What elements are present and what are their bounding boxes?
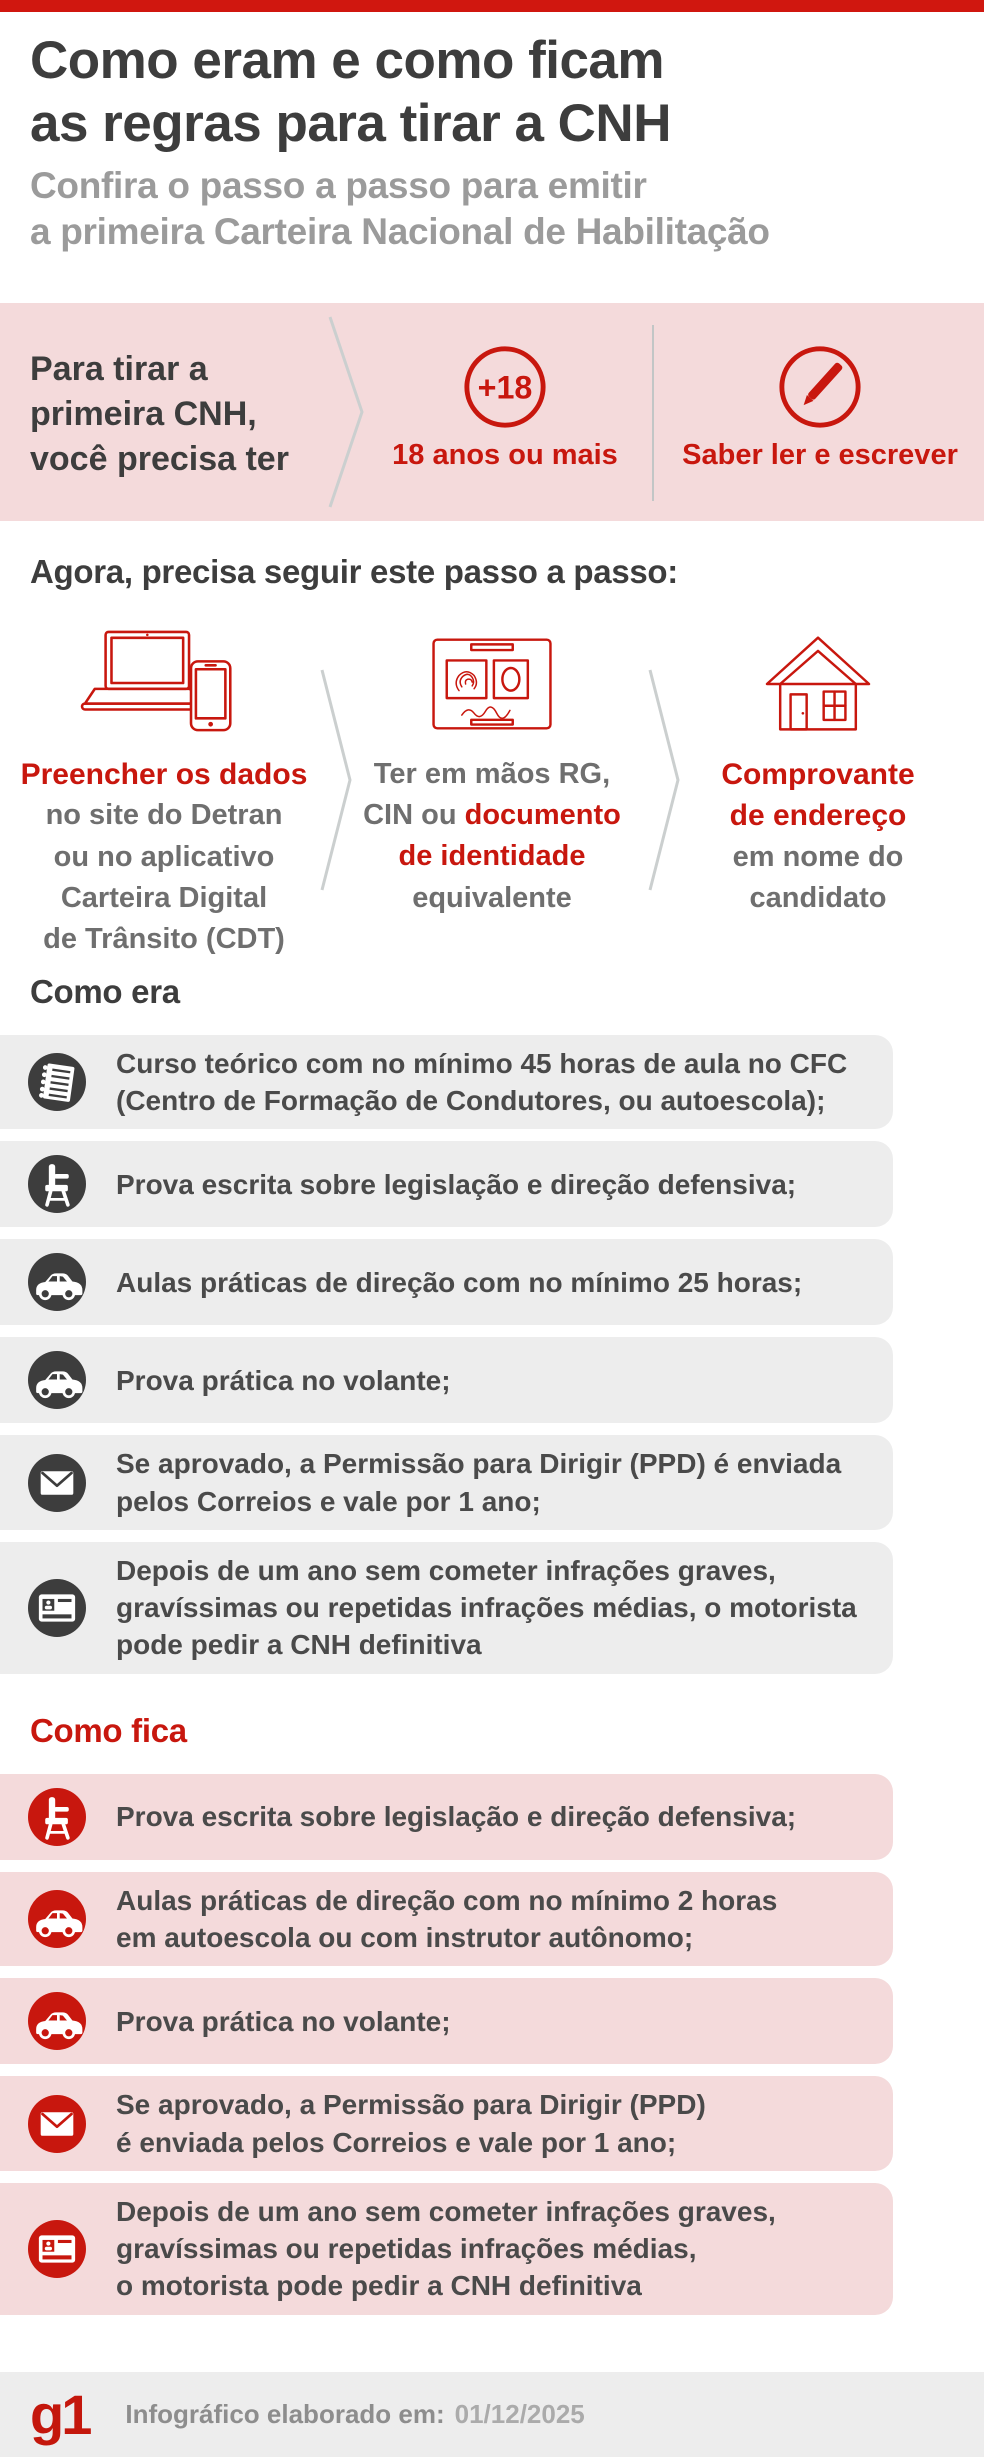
header: Como eram e como ficam as regras para ti… — [0, 0, 984, 255]
list-item-text: Prova escrita sobre legislação e direção… — [116, 1168, 797, 1200]
footer-date: 01/12/2025 — [454, 2399, 585, 2429]
footer: g1 Infográfico elaborado em: 01/12/2025 — [0, 2372, 984, 2457]
steps-row: Preencher os dados no site do Detran ou … — [0, 628, 984, 955]
notepad-icon — [28, 1053, 86, 1112]
after-section: Como fica Prova escrita sobre legislação… — [0, 1712, 984, 2315]
list-item: Aulas práticas de direção com no mínimo … — [0, 1239, 893, 1326]
list-item: Depois de um ano sem cometer infrações g… — [0, 2182, 893, 2315]
envelope-icon — [28, 1453, 86, 1512]
list-item-text: Se aprovado, a Permissão para Dirigir (P… — [116, 1448, 842, 1517]
id-card-icon — [28, 1578, 86, 1637]
list-item: Depois de um ano sem cometer infrações g… — [0, 1541, 893, 1674]
house-icon — [765, 636, 871, 731]
age-badge-text: +18 — [478, 370, 533, 406]
step-id-document: Ter em mãos RG, CIN ou documento de iden… — [330, 628, 654, 919]
list-item-text: Se aprovado, a Permissão para Dirigir (P… — [116, 2089, 706, 2158]
list-item: Se aprovado, a Permissão para Dirigir (P… — [0, 1435, 893, 1530]
list-item: Se aprovado, a Permissão para Dirigir (P… — [0, 2076, 893, 2171]
car-icon — [28, 1992, 86, 2051]
list-item-text: Curso teórico com no mínimo 45 horas de … — [116, 1048, 848, 1117]
list-item-text: Prova escrita sobre legislação e direção… — [116, 1801, 797, 1833]
chair-icon — [28, 1155, 86, 1214]
step-address-proof: Comprovante de endereço em nome do candi… — [662, 628, 974, 919]
no-pen-icon — [779, 346, 861, 428]
footer-label: Infográfico elaborado em: — [125, 2399, 445, 2429]
g1-logo: g1 — [30, 2382, 92, 2446]
page-title: Como eram e como ficam as regras para ti… — [30, 31, 672, 153]
step2-text: Ter em mãos RG, CIN ou documento de iden… — [363, 758, 621, 914]
laptop-phone-icon — [80, 630, 232, 732]
age-label: 18 anos ou mais — [392, 439, 618, 471]
list-item: Prova escrita sobre legislação e direção… — [0, 1774, 893, 1860]
step-fill-data: Preencher os dados no site do Detran ou … — [8, 628, 320, 960]
list-item: Prova escrita sobre legislação e direção… — [0, 1141, 893, 1228]
requirements-band: Para tirar a primeira CNH, você precisa … — [0, 303, 984, 521]
age-requirement: +18 18 anos ou mais — [360, 303, 650, 521]
list-item: Prova prática no volante; — [0, 1337, 893, 1424]
list-item-text: Prova prática no volante; — [116, 2005, 451, 2037]
list-item-text: Depois de um ano sem cometer infrações g… — [116, 2195, 776, 2302]
step3-sub: em nome do candidato — [732, 840, 904, 914]
list-item-text: Aulas práticas de direção com no mínimo … — [116, 1266, 803, 1298]
list-item-text: Prova prática no volante; — [116, 1364, 451, 1396]
list-item: Prova prática no volante; — [0, 1978, 893, 2065]
after-list: Prova escrita sobre legislação e direção… — [0, 1774, 984, 2315]
literacy-label: Saber ler e escrever — [682, 439, 958, 471]
step1-title: Preencher os dados — [20, 758, 308, 791]
requirements-intro: Para tirar a primeira CNH, você precisa … — [30, 350, 289, 479]
list-item-text: Aulas práticas de direção com no mínimo … — [116, 1885, 778, 1954]
before-list: Curso teórico com no mínimo 45 horas de … — [0, 1035, 984, 1674]
literacy-requirement: Saber ler e escrever — [660, 303, 980, 521]
id-document-icon — [432, 638, 552, 730]
list-item-text: Depois de um ano sem cometer infrações g… — [116, 1554, 857, 1661]
chevron-right-icon — [320, 669, 352, 891]
before-heading: Como era — [30, 973, 180, 1010]
after-heading: Como fica — [30, 1712, 187, 1749]
steps-heading: Agora, precisa seguir este passo a passo… — [30, 553, 678, 590]
chair-icon — [28, 1788, 86, 1846]
top-red-bar — [0, 0, 984, 12]
page-subtitle: Confira o passo a passo para emitir a pr… — [30, 165, 770, 252]
list-item: Aulas práticas de direção com no mínimo … — [0, 1872, 893, 1967]
step1-sub: no site do Detran ou no aplicativo Carte… — [43, 799, 285, 955]
car-icon — [28, 1890, 86, 1949]
id-card-icon — [28, 2219, 86, 2278]
step3-title: Comprovante de endereço — [721, 758, 915, 833]
age-18-icon: +18 — [464, 346, 546, 428]
car-icon — [28, 1351, 86, 1410]
chevron-right-icon — [648, 669, 680, 891]
chevron-right-icon — [328, 316, 364, 508]
car-icon — [28, 1253, 86, 1312]
divider — [652, 325, 654, 501]
list-item: Curso teórico com no mínimo 45 horas de … — [0, 1035, 893, 1130]
envelope-icon — [28, 2094, 86, 2153]
before-section: Como era Curso teórico com no mínimo 45 … — [0, 973, 984, 1674]
